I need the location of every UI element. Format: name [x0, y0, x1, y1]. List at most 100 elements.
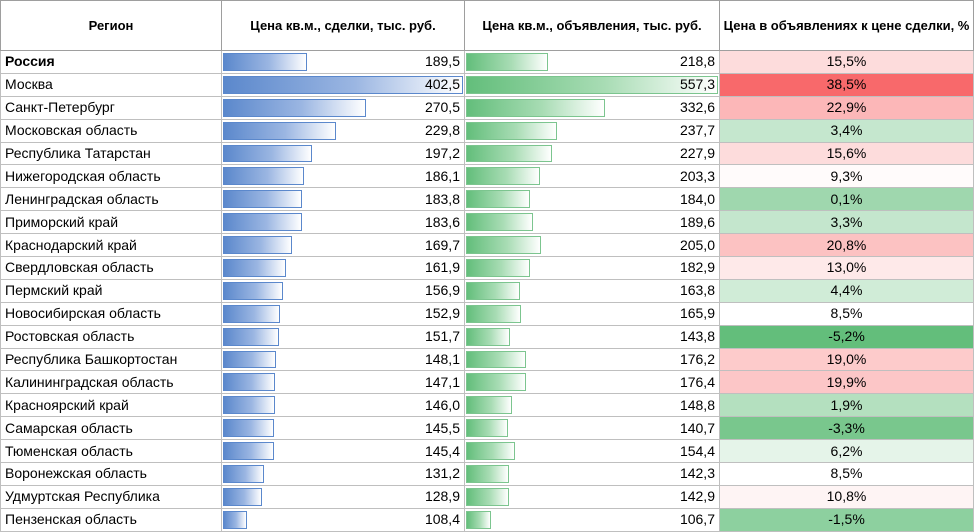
- ad-price-cell[interactable]: 557,3: [464, 72, 720, 97]
- deal-price-cell[interactable]: 169,7: [221, 233, 465, 258]
- deal-price-cell[interactable]: 189,5: [221, 50, 465, 74]
- deal-price-cell[interactable]: 146,0: [221, 393, 465, 418]
- region-cell[interactable]: Краснодарский край: [0, 233, 222, 258]
- deal-price-databar: [223, 396, 275, 415]
- premium-cell[interactable]: 0,1%: [719, 187, 974, 212]
- premium-cell[interactable]: 6,2%: [719, 439, 974, 464]
- deal-price-cell[interactable]: 152,9: [221, 301, 465, 326]
- deal-price-cell[interactable]: 229,8: [221, 118, 465, 143]
- premium-cell[interactable]: 3,3%: [719, 210, 974, 235]
- premium-cell[interactable]: 9,3%: [719, 164, 974, 189]
- premium-cell[interactable]: 13,0%: [719, 256, 974, 280]
- ad-price-cell[interactable]: 237,7: [464, 118, 720, 143]
- ad-price-cell[interactable]: 140,7: [464, 416, 720, 441]
- deal-price-cell[interactable]: 402,5: [221, 72, 465, 97]
- deal-price-cell[interactable]: 197,2: [221, 141, 465, 166]
- header-deal-price[interactable]: Цена кв.м., сделки, тыс. руб.: [221, 0, 465, 51]
- ad-price-cell[interactable]: 163,8: [464, 278, 720, 303]
- region-cell[interactable]: Нижегородская область: [0, 164, 222, 189]
- deal-price-value: 156,9: [424, 282, 460, 299]
- premium-cell[interactable]: 22,9%: [719, 95, 974, 120]
- header-ad-price[interactable]: Цена кв.м., объявления, тыс. руб.: [464, 0, 720, 51]
- deal-price-databar: [223, 327, 279, 346]
- table-row: Республика Татарстан 197,2 227,9 15,6%: [0, 141, 974, 166]
- premium-cell[interactable]: 19,0%: [719, 347, 974, 372]
- ad-price-cell[interactable]: 142,3: [464, 462, 720, 486]
- table-row: Воронежская область 131,2 142,3 8,5%: [0, 462, 974, 486]
- deal-price-cell[interactable]: 156,9: [221, 278, 465, 303]
- premium-cell[interactable]: 10,8%: [719, 484, 974, 509]
- premium-cell[interactable]: -5,2%: [719, 324, 974, 349]
- deal-price-cell[interactable]: 183,6: [221, 210, 465, 235]
- ad-price-value: 142,3: [679, 465, 715, 482]
- premium-cell[interactable]: 20,8%: [719, 233, 974, 258]
- ad-price-cell[interactable]: 154,4: [464, 439, 720, 464]
- region-cell[interactable]: Приморский край: [0, 210, 222, 235]
- premium-cell[interactable]: 15,5%: [719, 50, 974, 74]
- premium-cell[interactable]: 4,4%: [719, 278, 974, 303]
- deal-price-cell[interactable]: 128,9: [221, 484, 465, 509]
- region-cell[interactable]: Санкт-Петербург: [0, 95, 222, 120]
- deal-price-cell[interactable]: 151,7: [221, 324, 465, 349]
- region-cell[interactable]: Калининградская область: [0, 370, 222, 395]
- ad-price-cell[interactable]: 189,6: [464, 210, 720, 235]
- region-cell[interactable]: Пензенская область: [0, 507, 222, 532]
- deal-price-cell[interactable]: 108,4: [221, 507, 465, 532]
- region-cell[interactable]: Ленинградская область: [0, 187, 222, 212]
- region-cell[interactable]: Пермский край: [0, 278, 222, 303]
- deal-price-value: 146,0: [424, 396, 460, 413]
- premium-cell[interactable]: 1,9%: [719, 393, 974, 418]
- premium-cell[interactable]: 19,9%: [719, 370, 974, 395]
- ad-price-cell[interactable]: 184,0: [464, 187, 720, 212]
- header-region[interactable]: Регион: [0, 0, 222, 51]
- deal-price-cell[interactable]: 148,1: [221, 347, 465, 372]
- premium-cell[interactable]: 3,4%: [719, 118, 974, 143]
- deal-price-cell[interactable]: 147,1: [221, 370, 465, 395]
- region-cell[interactable]: Россия: [0, 50, 222, 74]
- header-premium[interactable]: Цена в объявлениях к цене сделки, %: [719, 0, 974, 51]
- table-row: Тюменская область 145,4 154,4 6,2%: [0, 439, 974, 464]
- region-cell[interactable]: Самарская область: [0, 416, 222, 441]
- ad-price-cell[interactable]: 218,8: [464, 50, 720, 74]
- region-cell[interactable]: Красноярский край: [0, 393, 222, 418]
- deal-price-cell[interactable]: 131,2: [221, 462, 465, 486]
- region-cell[interactable]: Новосибирская область: [0, 301, 222, 326]
- ad-price-cell[interactable]: 143,8: [464, 324, 720, 349]
- premium-cell[interactable]: 8,5%: [719, 462, 974, 486]
- region-cell[interactable]: Московская область: [0, 118, 222, 143]
- table-row: Самарская область 145,5 140,7 -3,3%: [0, 416, 974, 441]
- region-cell[interactable]: Республика Башкортостан: [0, 347, 222, 372]
- ad-price-cell[interactable]: 176,2: [464, 347, 720, 372]
- deal-price-cell[interactable]: 270,5: [221, 95, 465, 120]
- premium-cell[interactable]: -3,3%: [719, 416, 974, 441]
- ad-price-cell[interactable]: 148,8: [464, 393, 720, 418]
- region-cell[interactable]: Республика Татарстан: [0, 141, 222, 166]
- ad-price-cell[interactable]: 332,6: [464, 95, 720, 120]
- ad-price-cell[interactable]: 182,9: [464, 256, 720, 280]
- deal-price-cell[interactable]: 183,8: [221, 187, 465, 212]
- region-cell[interactable]: Удмуртская Республика: [0, 484, 222, 509]
- deal-price-cell[interactable]: 145,4: [221, 439, 465, 464]
- premium-cell[interactable]: -1,5%: [719, 507, 974, 532]
- deal-price-cell[interactable]: 145,5: [221, 416, 465, 441]
- deal-price-value: 147,1: [424, 373, 460, 390]
- ad-price-cell[interactable]: 176,4: [464, 370, 720, 395]
- premium-cell[interactable]: 8,5%: [719, 301, 974, 326]
- deal-price-value: 186,1: [424, 167, 460, 184]
- region-cell[interactable]: Воронежская область: [0, 462, 222, 486]
- deal-price-cell[interactable]: 161,9: [221, 256, 465, 280]
- ad-price-cell[interactable]: 203,3: [464, 164, 720, 189]
- region-cell[interactable]: Ростовская область: [0, 324, 222, 349]
- ad-price-cell[interactable]: 142,9: [464, 484, 720, 509]
- ad-price-cell[interactable]: 106,7: [464, 507, 720, 532]
- ad-price-cell[interactable]: 227,9: [464, 141, 720, 166]
- ad-price-cell[interactable]: 165,9: [464, 301, 720, 326]
- region-cell[interactable]: Тюменская область: [0, 439, 222, 464]
- region-cell[interactable]: Москва: [0, 72, 222, 97]
- deal-price-cell[interactable]: 186,1: [221, 164, 465, 189]
- table-row: Новосибирская область 152,9 165,9 8,5%: [0, 301, 974, 326]
- ad-price-cell[interactable]: 205,0: [464, 233, 720, 258]
- premium-cell[interactable]: 38,5%: [719, 72, 974, 97]
- region-cell[interactable]: Свердловская область: [0, 256, 222, 280]
- premium-cell[interactable]: 15,6%: [719, 141, 974, 166]
